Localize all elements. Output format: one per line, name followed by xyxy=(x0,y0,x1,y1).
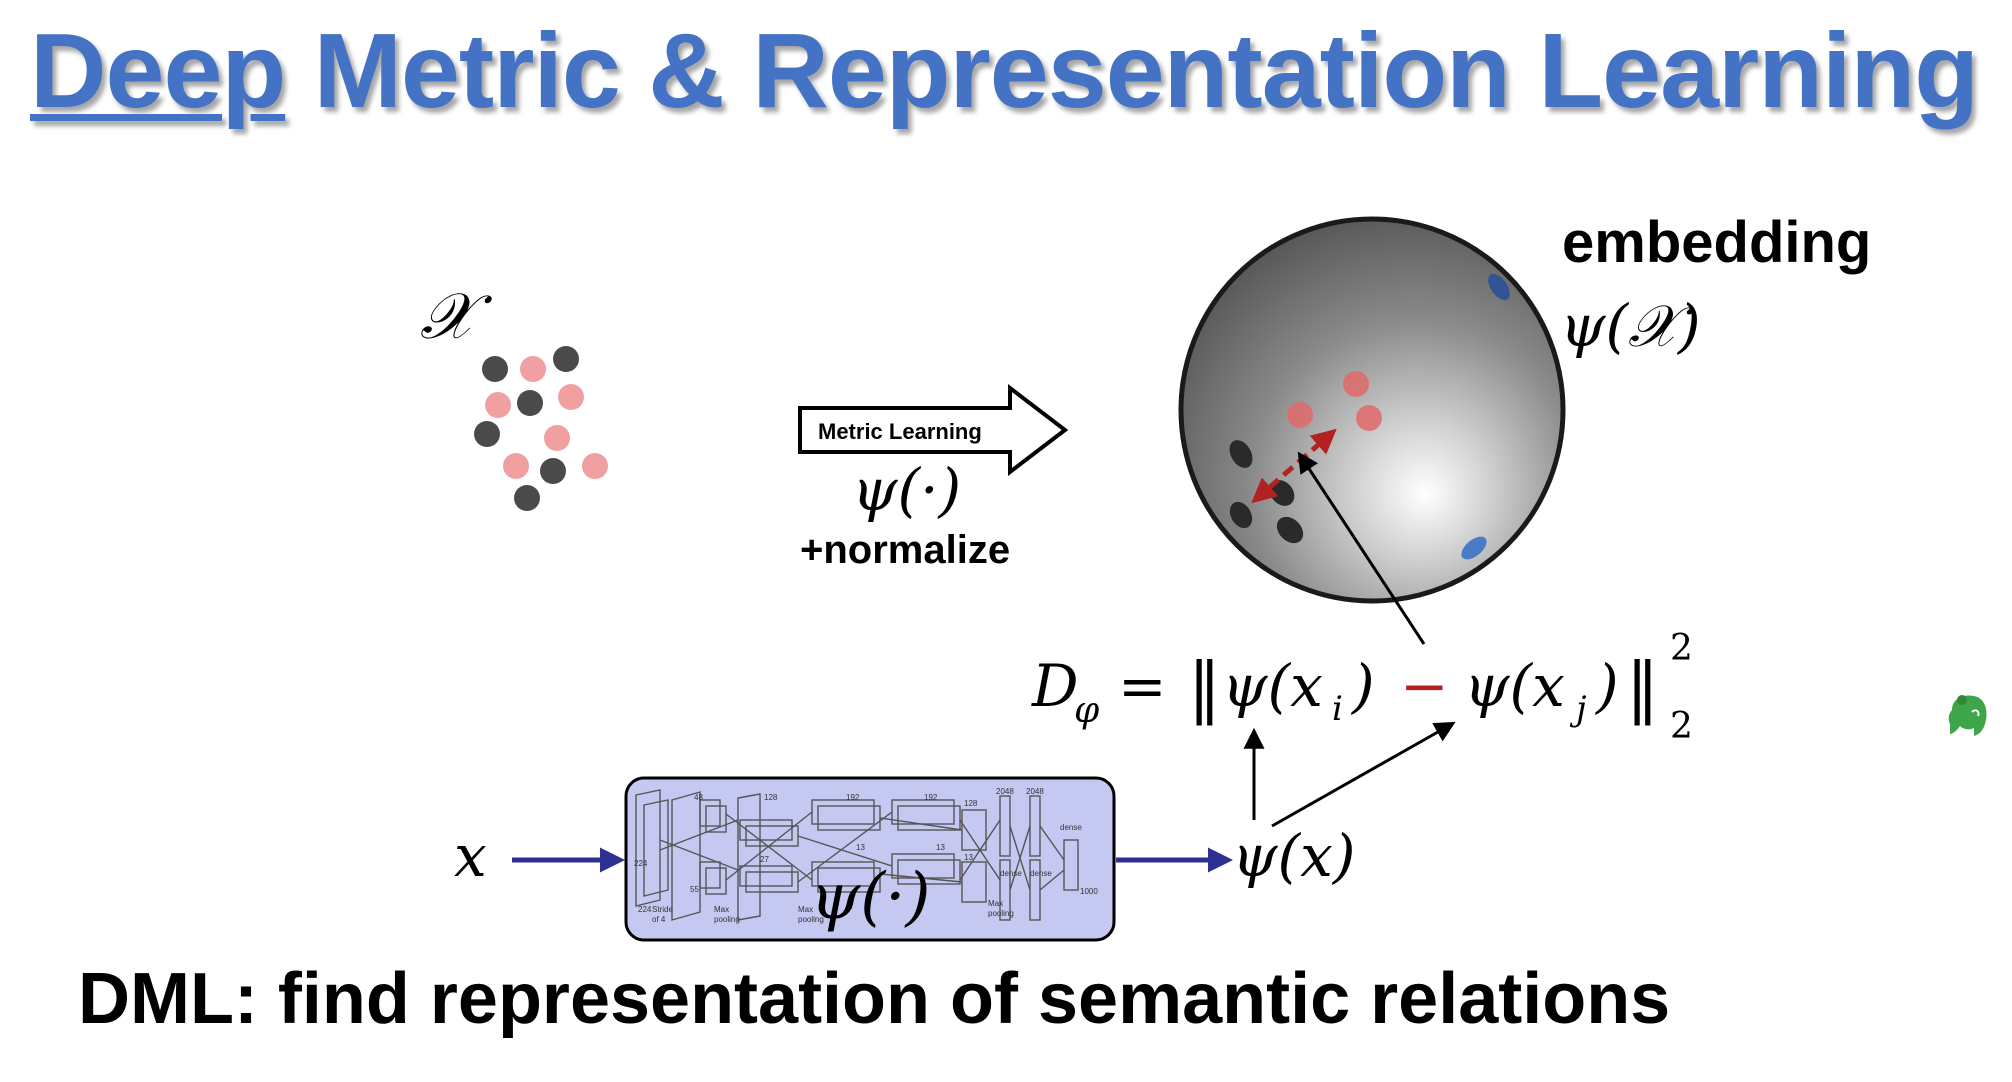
input-point xyxy=(503,453,529,479)
input-point xyxy=(474,421,500,447)
distance-dashed-arrow xyxy=(1251,428,1337,504)
distance-formula: D φ = ‖ ψ(x i ) − ψ(x j ) ‖ 2 2 xyxy=(1031,628,1693,747)
formula-equals: = xyxy=(1118,652,1167,720)
network-architecture-diagram xyxy=(635,789,1079,921)
network-label: 2048 xyxy=(1026,787,1044,796)
formula-power: 2 xyxy=(1670,628,1693,669)
network-label: pooling xyxy=(798,915,824,924)
formula-subscript: 2 xyxy=(1670,706,1693,747)
psi-to-term-j-arrow xyxy=(1271,721,1456,828)
network-label: 13 xyxy=(964,853,973,862)
network-label: 13 xyxy=(856,843,865,852)
network-label: of 4 xyxy=(652,915,666,924)
formula-minus: − xyxy=(1400,652,1449,720)
network-label: Max xyxy=(798,905,813,914)
formula-term-i-close: ) xyxy=(1350,652,1375,720)
formula-term-j: ψ(x xyxy=(1464,652,1565,720)
evernote-icon xyxy=(1948,695,1987,736)
input-point xyxy=(482,356,508,382)
formula-norm-open: ‖ xyxy=(1188,649,1221,726)
network-label: dense xyxy=(1000,869,1022,878)
blue-cluster xyxy=(1488,273,1510,301)
input-point-cloud xyxy=(474,346,608,511)
network-label: Max xyxy=(714,905,729,914)
input-point xyxy=(514,485,540,511)
network-label: Stride xyxy=(652,905,673,914)
pipeline-input: x xyxy=(454,822,487,890)
embedded-red-cluster xyxy=(1287,371,1382,431)
network-label: dense xyxy=(1060,823,1082,832)
input-point xyxy=(553,346,579,372)
network-function-label: ψ(·) xyxy=(810,860,930,934)
formula-term-i: ψ(x xyxy=(1222,652,1323,720)
arrow-function-label: ψ(·) xyxy=(852,456,961,524)
network-label: pooling xyxy=(714,915,740,924)
input-point xyxy=(558,384,584,410)
blue-cluster xyxy=(1461,536,1487,560)
input-point xyxy=(517,390,543,416)
slide-title: Deep Metric & Representation Learning xyxy=(30,8,1979,134)
input-point xyxy=(485,392,511,418)
embedded-point xyxy=(1343,371,1369,397)
formula-lhs: D xyxy=(1031,652,1079,720)
input-point xyxy=(520,356,546,382)
network-label: 1000 xyxy=(1080,887,1098,896)
tagline: DML: find representation of semantic rel… xyxy=(78,959,1671,1039)
embedded-point xyxy=(1356,405,1382,431)
network-label: 224 xyxy=(634,859,648,868)
distance-pointer-arrow xyxy=(1297,451,1426,645)
embedded-point xyxy=(1287,402,1313,428)
network-label: 13 xyxy=(936,843,945,852)
network-label: 224 xyxy=(638,905,652,914)
network-label: 192 xyxy=(924,793,938,802)
network-label: 27 xyxy=(760,855,769,864)
network-label: 55 xyxy=(690,885,699,894)
input-point xyxy=(540,458,566,484)
pipeline-output: ψ(x) xyxy=(1232,822,1355,890)
title-emphasis: Deep xyxy=(30,12,286,130)
metric-learning-arrow xyxy=(798,383,1069,477)
embedded-point xyxy=(1229,501,1253,529)
formula-norm-close: ‖ xyxy=(1626,649,1659,726)
formula-term-j-close: ) xyxy=(1594,652,1619,720)
network-architecture-labels: Max pooling Max pooling Max pooling dens… xyxy=(634,787,1098,924)
metric-learning-label: Metric Learning xyxy=(818,419,982,444)
input-point xyxy=(582,453,608,479)
network-label: dense xyxy=(1030,869,1052,878)
formula-lhs-subscript: φ xyxy=(1074,690,1100,731)
network-label: 128 xyxy=(764,793,778,802)
network-label: Max xyxy=(988,899,1003,908)
network-label: 48 xyxy=(694,793,703,802)
embedded-point xyxy=(1276,516,1304,544)
embedding-set-label: ψ(𝒳) xyxy=(1560,292,1701,360)
network-label: 128 xyxy=(964,799,978,808)
network-label: 192 xyxy=(846,793,860,802)
input-point xyxy=(544,425,570,451)
formula-term-j-subscript: j xyxy=(1569,689,1587,729)
title-rest: Metric & Representation Learning xyxy=(285,12,1979,130)
network-label: 2048 xyxy=(996,787,1014,796)
embedded-point xyxy=(1229,440,1253,468)
input-set-label: 𝒳 xyxy=(420,280,493,354)
network-label: pooling xyxy=(988,909,1014,918)
normalize-label: +normalize xyxy=(800,528,1010,572)
embedding-label: embedding xyxy=(1562,210,1871,275)
formula-term-i-subscript: i xyxy=(1332,689,1343,729)
